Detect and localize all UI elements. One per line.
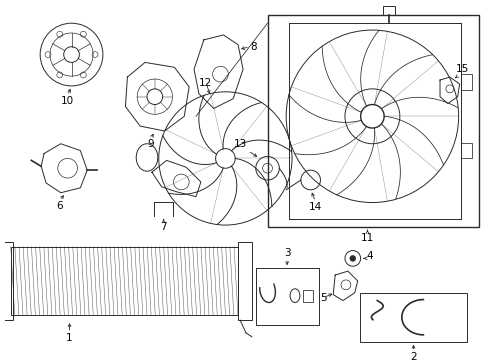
Text: 3: 3 — [284, 248, 291, 258]
Text: 15: 15 — [456, 64, 469, 74]
Text: 13: 13 — [233, 139, 247, 149]
Text: 12: 12 — [199, 78, 213, 88]
Bar — [461, 74, 472, 90]
Bar — [238, 242, 252, 320]
Text: 1: 1 — [66, 333, 73, 343]
Bar — [256, 268, 319, 325]
Bar — [11, 247, 238, 315]
Text: 6: 6 — [56, 201, 63, 211]
Bar — [360, 293, 467, 342]
Bar — [1, 242, 13, 320]
Bar — [461, 143, 472, 158]
Bar — [303, 290, 313, 302]
Bar — [268, 15, 479, 227]
Text: 10: 10 — [61, 96, 74, 106]
Text: 14: 14 — [309, 202, 322, 212]
Text: 7: 7 — [160, 222, 167, 232]
Text: 4: 4 — [367, 251, 373, 261]
Text: 2: 2 — [410, 351, 417, 360]
Text: 5: 5 — [320, 293, 327, 303]
Circle shape — [350, 256, 356, 261]
Text: 9: 9 — [147, 139, 154, 149]
Bar — [383, 5, 395, 15]
Text: 8: 8 — [250, 42, 257, 52]
Text: 11: 11 — [361, 233, 374, 243]
